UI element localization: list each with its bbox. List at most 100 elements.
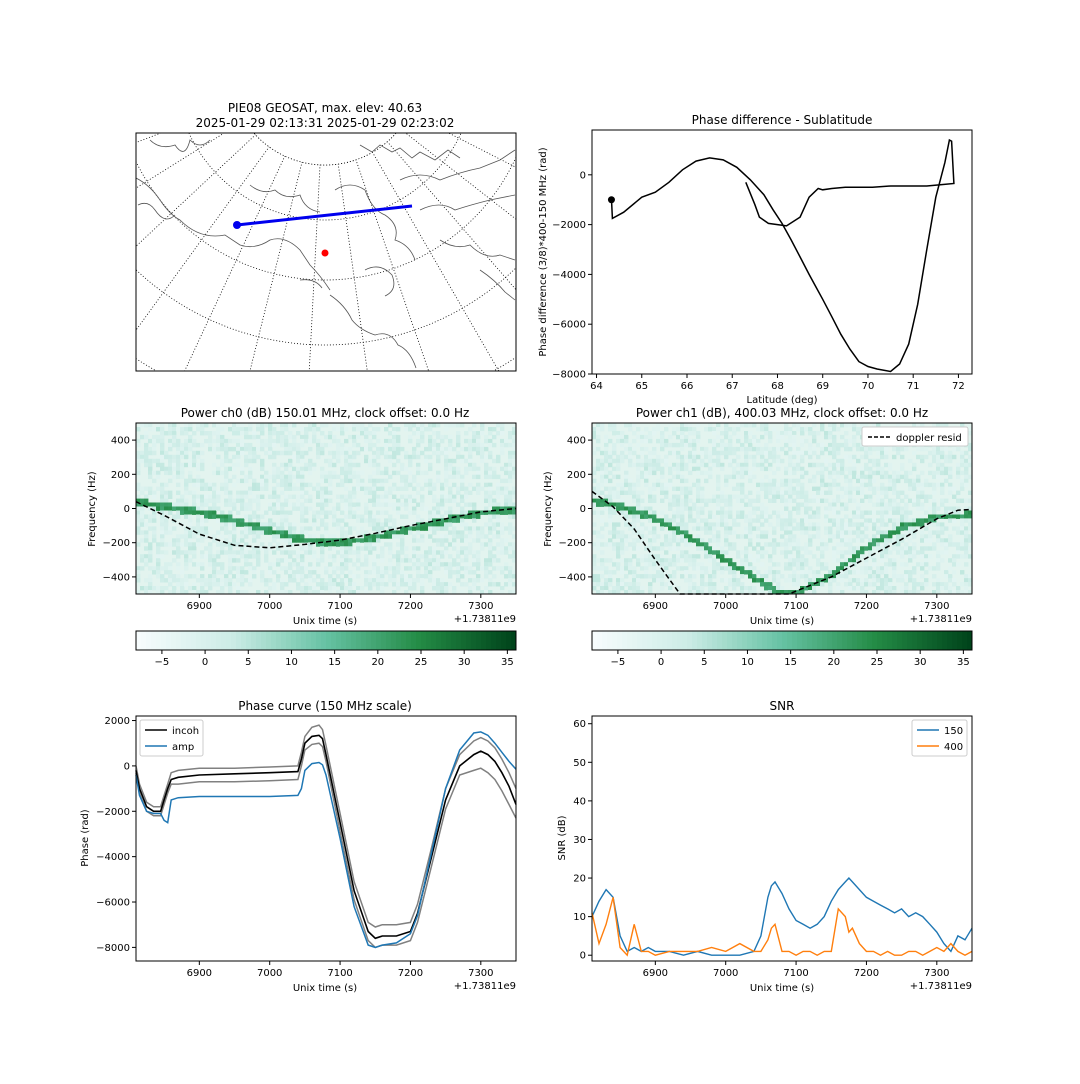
power-ch1-cell	[720, 507, 724, 511]
power-ch1-cell	[812, 586, 816, 590]
power-ch1-cell	[816, 558, 820, 562]
power-ch1-cell	[940, 447, 944, 451]
power-ch1-cell	[652, 566, 656, 570]
power-ch1-cell	[940, 586, 944, 590]
power-ch0-cell	[412, 554, 416, 558]
power-ch0-cell	[328, 479, 332, 483]
power-ch0-cell	[152, 526, 156, 530]
power-ch1-cell	[632, 423, 636, 427]
power-ch0-cell	[432, 507, 436, 511]
power-ch1-cell	[824, 459, 828, 463]
power-ch1-cell	[796, 491, 800, 495]
power-ch1-cell	[920, 487, 924, 491]
power-ch1-cell	[680, 423, 684, 427]
power-ch0-cell	[392, 570, 396, 574]
power-ch0-cell	[424, 550, 428, 554]
power-ch0-cell	[268, 495, 272, 499]
power-ch1-cell	[672, 570, 676, 574]
power-ch0-cell	[436, 435, 440, 439]
power-ch1-cell	[600, 475, 604, 479]
power-ch0-cell	[332, 570, 336, 574]
power-ch1-cell	[764, 511, 768, 515]
power-ch1-cell	[676, 495, 680, 499]
power-ch1-cell	[832, 534, 836, 538]
power-ch1-cell	[788, 483, 792, 487]
power-ch1-cell	[664, 566, 668, 570]
power-ch1-cell	[848, 459, 852, 463]
power-ch0-cell	[280, 479, 284, 483]
power-ch0-cell	[188, 534, 192, 538]
power-ch1-cell	[752, 546, 756, 550]
power-ch0-cell	[484, 507, 488, 511]
power-ch1-cell	[604, 479, 608, 483]
power-ch0-cell	[472, 562, 476, 566]
power-ch1-cell	[704, 471, 708, 475]
power-ch1-cell	[748, 586, 752, 590]
power-ch1-cell	[612, 534, 616, 538]
power-ch0-cell	[372, 566, 376, 570]
power-ch0-cell	[432, 530, 436, 534]
power-ch0-cell	[244, 463, 248, 467]
power-ch0-cell	[380, 550, 384, 554]
power-ch1-cell	[792, 467, 796, 471]
power-ch1-cell	[716, 550, 720, 554]
power-ch1-cell	[892, 546, 896, 550]
power-ch1-cell	[916, 495, 920, 499]
power-ch0-cell	[228, 467, 232, 471]
power-ch1-cell	[660, 475, 664, 479]
power-ch1-cell	[892, 487, 896, 491]
power-ch0-cell	[504, 467, 508, 471]
power-ch1-cell	[752, 455, 756, 459]
power-ch0-cell	[320, 431, 324, 435]
power-ch1-cell	[760, 534, 764, 538]
power-ch1-cell	[704, 542, 708, 546]
power-ch1-cell	[704, 518, 708, 522]
power-ch0-colorbar-segment	[171, 631, 177, 650]
power-ch0-cell	[136, 451, 140, 455]
power-ch0-cell	[468, 491, 472, 495]
phase-diff-start-marker	[608, 196, 615, 203]
power-ch1-cell	[872, 487, 876, 491]
power-ch1-cell	[608, 570, 612, 574]
power-ch0-cell	[260, 423, 264, 427]
power-ch1-cell	[676, 530, 680, 534]
power-ch0-cell	[388, 455, 392, 459]
power-ch1-cell	[764, 427, 768, 431]
power-ch1-cell	[732, 451, 736, 455]
power-ch0-cell	[152, 479, 156, 483]
power-ch0-cell	[136, 511, 140, 515]
power-ch1-cell	[928, 566, 932, 570]
power-ch0-cell	[292, 443, 296, 447]
power-ch0-cell	[136, 495, 140, 499]
power-ch0-cell	[416, 578, 420, 582]
power-ch1-cell	[904, 503, 908, 507]
power-ch0-cell	[168, 459, 172, 463]
power-ch1-cell	[624, 439, 628, 443]
power-ch0-cell	[460, 534, 464, 538]
power-ch0-cell	[468, 546, 472, 550]
power-ch0-cell	[464, 558, 468, 562]
power-ch1-cell	[608, 463, 612, 467]
power-ch1-cell	[896, 546, 900, 550]
power-ch0-cell	[488, 451, 492, 455]
power-ch0-cell	[452, 562, 456, 566]
power-ch0-cell	[480, 534, 484, 538]
power-ch1-cell	[876, 447, 880, 451]
power-ch0-cell	[392, 534, 396, 538]
power-ch0-cell	[156, 546, 160, 550]
power-ch0-cell	[464, 566, 468, 570]
power-ch1-cell	[896, 491, 900, 495]
power-ch1-cell	[912, 566, 916, 570]
power-ch0-cell	[320, 582, 324, 586]
power-ch0-cell	[352, 471, 356, 475]
power-ch0-cell	[388, 487, 392, 491]
power-ch1-cell	[704, 566, 708, 570]
power-ch0-cell	[472, 538, 476, 542]
power-ch0-cell	[392, 443, 396, 447]
power-ch1-cell	[644, 566, 648, 570]
power-ch1-cell	[608, 495, 612, 499]
power-ch0-cell	[456, 550, 460, 554]
power-ch0-cell	[224, 499, 228, 503]
power-ch0-cell	[288, 526, 292, 530]
power-ch0-cell	[240, 574, 244, 578]
